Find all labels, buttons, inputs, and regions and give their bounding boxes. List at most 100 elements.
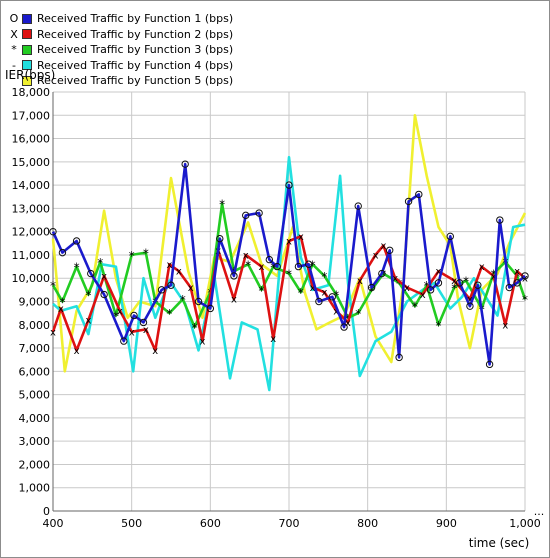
y-tick-label: 5,000 <box>19 389 51 402</box>
data-point-marker <box>496 216 504 224</box>
series-line-function-1 <box>51 162 526 366</box>
data-point-marker <box>328 293 336 301</box>
y-tick-label: 3,000 <box>19 435 51 448</box>
data-point-marker <box>49 227 57 236</box>
data-point-marker: x <box>451 276 457 287</box>
data-point-marker: * <box>74 261 80 275</box>
data-point-marker <box>456 279 464 287</box>
data-point-marker: * <box>333 289 339 303</box>
data-point-marker: x <box>259 262 265 273</box>
data-point-marker <box>404 197 413 206</box>
data-point-marker: * <box>522 293 528 307</box>
legend-item-function-3: * Received Traffic by Function 3 (bps) <box>7 42 233 58</box>
data-point-marker: * <box>310 258 316 272</box>
data-point-marker: * <box>143 247 149 261</box>
legend-color-swatch <box>22 60 32 71</box>
y-tick-label: 12,000 <box>12 226 51 239</box>
data-point-marker: * <box>245 258 251 272</box>
data-point-marker: * <box>192 321 198 335</box>
data-point-marker: x <box>436 267 442 278</box>
legend-color-swatch <box>22 44 32 55</box>
legend-color-swatch <box>22 75 32 86</box>
y-tick-label: 1,000 <box>19 482 51 495</box>
y-tick-label: 18,000 <box>12 86 51 99</box>
legend-label: Received Traffic by Function 5 (bps) <box>37 74 234 88</box>
data-point-marker <box>273 262 281 271</box>
x-axis-overflow-marker: ... <box>534 505 545 518</box>
data-point-marker <box>415 190 423 199</box>
data-point-marker: * <box>298 286 304 300</box>
x-tick-label: 1,000 <box>509 517 541 530</box>
data-point-marker: * <box>59 296 65 310</box>
legend-color-swatch <box>22 13 32 24</box>
legend-marker: O <box>9 12 19 26</box>
data-point-marker: * <box>380 268 386 282</box>
x-tick-label: 400 <box>43 517 64 530</box>
data-point-marker: * <box>50 279 56 293</box>
data-point-marker: x <box>50 327 56 338</box>
data-point-marker: x <box>200 337 206 348</box>
y-tick-label: 4,000 <box>19 412 51 425</box>
data-point-marker: * <box>355 307 361 321</box>
data-point-marker: x <box>143 325 149 336</box>
data-point-marker: x <box>243 250 249 261</box>
data-point-marker: * <box>85 289 91 303</box>
data-point-marker <box>72 237 81 245</box>
data-point-marker: * <box>396 277 402 291</box>
data-point-marker: x <box>502 320 508 331</box>
data-point-marker <box>265 255 274 264</box>
data-point-marker <box>216 234 224 243</box>
y-tick-label: 0 <box>43 505 50 518</box>
data-point-marker <box>474 281 482 289</box>
data-point-marker: * <box>435 319 441 333</box>
data-point-marker <box>58 248 67 257</box>
data-point-marker: * <box>113 309 119 323</box>
data-point-marker: * <box>463 275 469 289</box>
legend-label: Received Traffic by Function 3 (bps) <box>37 43 234 57</box>
data-point-marker <box>340 323 348 331</box>
data-point-marker: x <box>491 271 497 282</box>
y-tick-label: 17,000 <box>12 109 51 122</box>
data-point-marker <box>505 283 513 292</box>
data-point-marker <box>485 360 494 369</box>
legend-item-function-5: Received Traffic by Function 5 (bps) <box>7 73 233 89</box>
x-tick-label: 900 <box>436 517 457 530</box>
data-point-marker <box>242 211 250 220</box>
y-tick-label: 10,000 <box>12 272 51 285</box>
y-tick-label: 7,000 <box>19 342 51 355</box>
data-point-marker: x <box>129 327 135 338</box>
series-line-function-4 <box>52 155 526 392</box>
data-point-marker <box>434 279 443 287</box>
y-tick-label: 9,000 <box>19 296 51 309</box>
data-point-marker <box>167 281 175 289</box>
legend-marker: * <box>11 43 17 57</box>
data-point-marker: * <box>286 268 292 282</box>
data-point-marker <box>367 283 376 292</box>
y-tick-label: 14,000 <box>12 179 51 192</box>
data-point-marker: x <box>310 283 316 294</box>
y-tick-label: 15,000 <box>12 156 51 169</box>
data-point-marker: x <box>101 271 107 282</box>
legend-label: Received Traffic by Function 1 (bps) <box>37 12 234 26</box>
x-tick-label: 700 <box>279 517 300 530</box>
data-point-marker <box>521 272 529 280</box>
y-tick-label: 6,000 <box>19 365 51 378</box>
data-point-marker: * <box>270 261 276 275</box>
data-point-marker: x <box>166 260 172 271</box>
data-point-marker: x <box>188 283 194 294</box>
data-point-marker <box>157 286 166 294</box>
data-point-marker <box>181 160 189 168</box>
data-point-marker: * <box>424 279 430 293</box>
data-point-marker: * <box>321 270 327 284</box>
x-tick-label: 800 <box>357 517 378 530</box>
data-point-marker <box>304 260 313 268</box>
y-tick-label: 16,000 <box>12 133 51 146</box>
data-point-marker: * <box>129 249 135 263</box>
data-point-marker <box>294 262 303 271</box>
y-tick-label: 13,000 <box>12 202 51 215</box>
data-point-marker <box>378 269 386 278</box>
legend-item-function-1: O Received Traffic by Function 1 (bps) <box>7 11 233 27</box>
data-point-marker <box>285 181 293 189</box>
data-point-marker <box>230 272 238 280</box>
